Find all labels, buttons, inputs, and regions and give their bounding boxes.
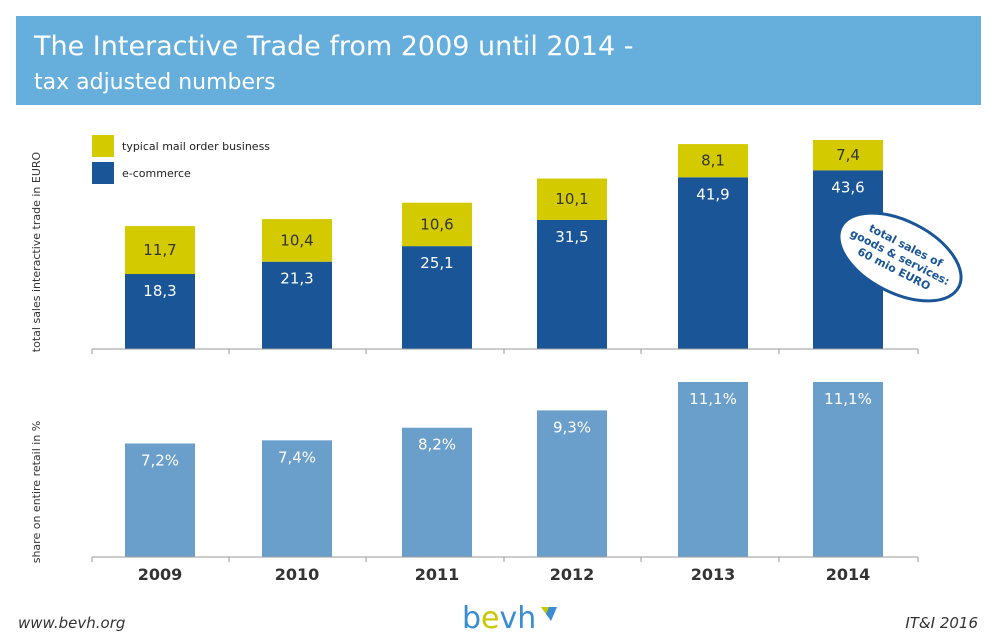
x-tick-label: 2011	[415, 565, 460, 584]
x-tick-label: 2013	[691, 565, 736, 584]
logo-cube-icon	[541, 607, 558, 621]
total-sales-ellipse	[837, 211, 963, 303]
data-label-share: 11,1%	[689, 390, 737, 408]
bevh-logo: bevh	[462, 600, 558, 636]
page-subtitle: tax adjusted numbers	[34, 70, 276, 95]
data-label-mail-order: 11,7	[143, 241, 176, 259]
x-tick-label: 2009	[138, 565, 183, 584]
data-label-ecommerce: 21,3	[280, 270, 313, 288]
legend-label-ecommerce: e-commerce	[122, 167, 191, 180]
bar-share	[402, 427, 472, 557]
logo-text: bevh	[462, 600, 537, 636]
data-label-ecommerce: 25,1	[420, 254, 453, 272]
bar-mail-order	[813, 140, 883, 171]
data-label-mail-order: 10,1	[555, 190, 588, 208]
data-label-share: 9,3%	[553, 418, 591, 436]
y-axis-label-bottom: share on entire retail in %	[30, 421, 43, 564]
bar-share	[262, 440, 332, 557]
bar-mail-order	[262, 219, 332, 262]
data-label-ecommerce: 31,5	[555, 228, 588, 246]
data-label-share: 8,2%	[418, 436, 456, 454]
chart-area: 18,3 11,7 21,3 10,4 25,1 10,6 31,5 10,1 41,9 8,1 4…	[30, 135, 963, 584]
edition-label: IT&I 2016	[905, 614, 978, 632]
legend-label-mail-order: typical mail order business	[122, 140, 270, 153]
bar-ecommerce	[402, 246, 472, 349]
data-label-mail-order: 10,4	[280, 231, 313, 249]
website-link[interactable]: www.bevh.org	[18, 614, 126, 632]
bar-share	[537, 410, 607, 557]
bar-mail-order	[678, 144, 748, 178]
legend-swatch-ecommerce	[92, 162, 114, 184]
data-label-ecommerce: 18,3	[143, 282, 176, 300]
data-label-share: 11,1%	[824, 390, 872, 408]
data-label-mail-order: 7,4	[836, 146, 860, 164]
bar-share	[813, 382, 883, 557]
data-label-mail-order: 10,6	[420, 215, 453, 233]
bar-ecommerce	[537, 219, 607, 349]
bar-ecommerce	[262, 261, 332, 349]
x-tick-label: 2010	[275, 565, 320, 584]
bar-share	[125, 443, 195, 557]
title-banner: The Interactive Trade from 2009 until 20…	[16, 16, 981, 105]
page-title: The Interactive Trade from 2009 until 20…	[34, 31, 634, 62]
y-axis-label-top: total sales interactive trade in EURO	[30, 151, 43, 352]
data-label-share: 7,4%	[278, 448, 316, 466]
bar-share	[678, 382, 748, 557]
x-tick-label: 2014	[826, 565, 871, 584]
data-label-ecommerce: 41,9	[696, 185, 729, 203]
data-label-mail-order: 8,1	[701, 152, 725, 170]
bar-mail-order	[402, 202, 472, 247]
data-label-share: 7,2%	[141, 451, 179, 469]
bar-ecommerce	[125, 274, 195, 349]
bar-ecommerce	[678, 177, 748, 349]
x-tick-label: 2012	[550, 565, 595, 584]
bar-mail-order	[537, 178, 607, 220]
bar-mail-order	[125, 226, 195, 275]
legend-swatch-mail-order	[92, 135, 114, 157]
data-label-ecommerce: 43,6	[831, 178, 864, 196]
